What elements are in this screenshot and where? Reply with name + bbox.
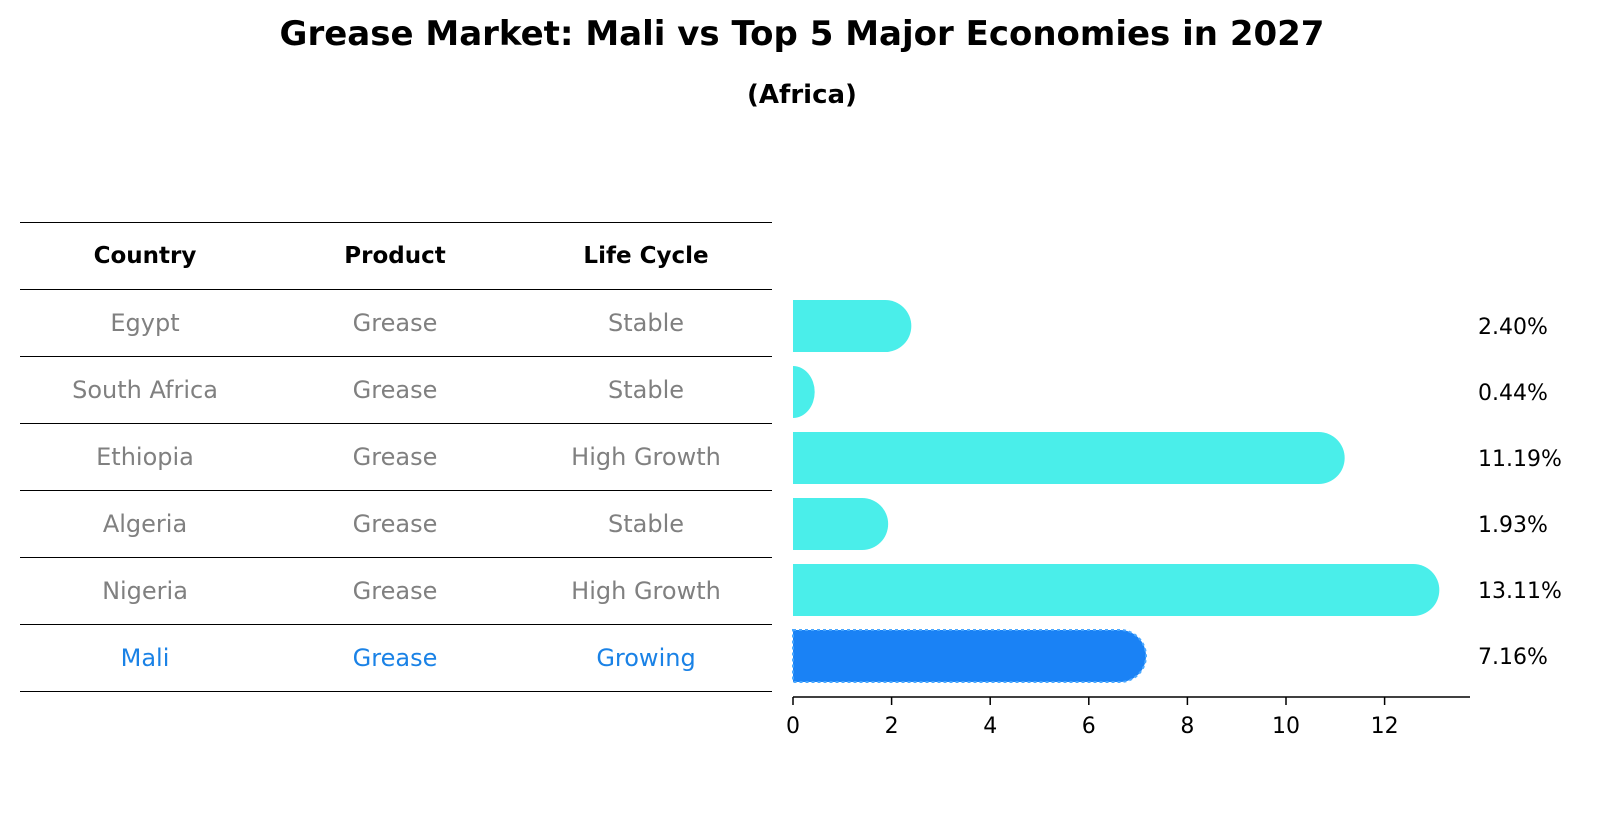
bar-nigeria	[793, 564, 1440, 616]
bar-south-africa	[793, 366, 815, 418]
table-row: Ethiopia Grease High Growth	[20, 424, 772, 491]
cell-country: Algeria	[102, 510, 188, 538]
cell-product: Grease	[352, 644, 438, 672]
chart-subtitle: (Africa)	[747, 80, 857, 110]
cell-life-cycle: Growing	[596, 644, 696, 672]
cell-product: Grease	[352, 309, 438, 337]
table-row-highlight: Mali Grease Growing	[20, 625, 772, 692]
cell-product: Grease	[352, 577, 438, 605]
column-header-life-cycle: Life Cycle	[583, 243, 709, 269]
x-tick-label: 12	[1371, 714, 1399, 739]
x-tick-label: 4	[983, 714, 997, 739]
x-tick-label: 0	[786, 714, 800, 739]
data-table: Country Product Life Cycle Egypt Grease …	[20, 222, 772, 692]
x-tick-label: 8	[1180, 714, 1194, 739]
cell-product: Grease	[352, 510, 438, 538]
x-tick-label: 10	[1272, 714, 1300, 739]
cell-life-cycle: High Growth	[571, 443, 721, 471]
bar-algeria	[793, 498, 889, 550]
column-header-country: Country	[93, 243, 197, 269]
cell-life-cycle: Stable	[607, 309, 685, 337]
cell-life-cycle: Stable	[607, 376, 685, 404]
table-header-row: Country Product Life Cycle	[20, 222, 772, 290]
cell-product: Grease	[352, 443, 438, 471]
cell-country: South Africa	[72, 376, 218, 404]
cell-life-cycle: High Growth	[571, 577, 721, 605]
table-row: Egypt Grease Stable	[20, 290, 772, 357]
data-label: 1.93%	[1478, 513, 1548, 538]
cell-product: Grease	[352, 376, 438, 404]
data-label: 13.11%	[1478, 579, 1562, 604]
cell-life-cycle: Stable	[607, 510, 685, 538]
bar-mali	[792, 629, 1147, 683]
data-label: 7.16%	[1478, 645, 1548, 670]
table-row: South Africa Grease Stable	[20, 357, 772, 424]
cell-country: Nigeria	[102, 577, 188, 605]
x-tick-label: 2	[885, 714, 899, 739]
data-label: 11.19%	[1478, 447, 1562, 472]
cell-country: Ethiopia	[96, 443, 194, 471]
cell-country: Egypt	[110, 309, 180, 337]
table-row: Algeria Grease Stable	[20, 491, 772, 558]
bar-egypt	[793, 300, 912, 352]
chart-title: Grease Market: Mali vs Top 5 Major Econo…	[279, 14, 1325, 54]
x-tick-label: 6	[1082, 714, 1096, 739]
bar-ethiopia	[793, 432, 1345, 484]
data-label: 2.40%	[1478, 315, 1548, 340]
data-label: 0.44%	[1478, 381, 1548, 406]
column-header-product: Product	[344, 243, 446, 269]
cell-country: Mali	[120, 644, 170, 672]
table-row: Nigeria Grease High Growth	[20, 558, 772, 625]
